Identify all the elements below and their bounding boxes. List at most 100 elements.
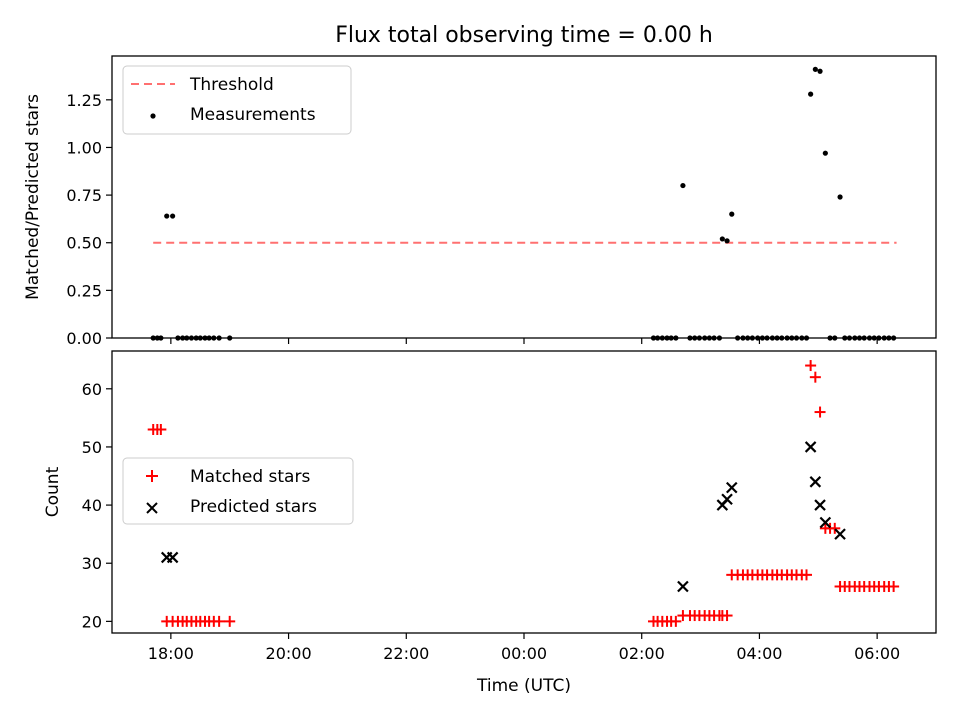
measurement-point <box>175 335 181 341</box>
measurement-point <box>764 335 770 341</box>
x-tick-label: 02:00 <box>619 644 665 663</box>
measurement-point <box>871 335 877 341</box>
measurement-point <box>680 182 686 189</box>
measurement-point <box>193 335 199 341</box>
measurement-point <box>817 68 823 74</box>
top-legend: Threshold Measurements <box>122 65 352 135</box>
legend-predicted-swatch <box>146 502 158 514</box>
x-tick-label: 22:00 <box>383 644 429 663</box>
predicted-star-point <box>721 493 733 506</box>
measurement-point <box>852 335 858 341</box>
matched-star-point <box>801 569 813 581</box>
measurement-point <box>749 335 755 341</box>
y-tick-label: 0.00 <box>66 329 102 348</box>
measurement-point <box>832 335 838 341</box>
measurement-point <box>650 335 657 341</box>
measurement-point <box>886 335 892 341</box>
x-tick-label: 20:00 <box>266 644 312 663</box>
measurement-point <box>759 335 765 341</box>
measurement-point <box>180 335 186 341</box>
measurement-point <box>716 335 723 341</box>
measurement-point <box>696 335 702 341</box>
measurement-point <box>170 213 176 219</box>
top-panel: 0.00 0.25 0.50 0.75 1.00 1.25 Matched/Predict… <box>23 55 937 348</box>
measurement-point <box>724 238 730 244</box>
measurement-point <box>822 150 828 156</box>
measurement-point <box>659 335 665 341</box>
measurement-point <box>891 335 897 341</box>
top-plot-marks <box>150 66 897 341</box>
predicted-star-point <box>677 580 689 593</box>
legend-threshold-label: Threshold <box>189 75 274 95</box>
measurement-point <box>202 335 208 341</box>
measurement-point <box>184 335 190 341</box>
top-legend-frame <box>122 65 352 135</box>
x-tick-label: 18:00 <box>148 644 194 663</box>
legend-predicted-label: Predicted stars <box>190 497 317 517</box>
measurement-point <box>711 335 717 341</box>
measurement-point <box>774 335 780 341</box>
bottom-y-axis-label: Count <box>43 466 63 517</box>
predicted-star-point <box>814 499 826 511</box>
measurement-point <box>211 335 217 341</box>
measurement-point <box>745 335 751 341</box>
predicted-star-point <box>166 551 179 564</box>
measurement-point <box>812 66 818 72</box>
measurement-point <box>769 335 775 341</box>
matched-star-point <box>721 610 733 622</box>
matched-star-point <box>224 615 236 627</box>
measurement-point <box>706 335 713 341</box>
measurement-point <box>740 335 746 341</box>
y-tick-label: 50 <box>82 438 102 457</box>
measurement-point <box>789 335 795 341</box>
top-y-axis: 0.00 0.25 0.50 0.75 1.00 1.25 <box>66 91 112 348</box>
predicted-star-point <box>819 516 832 529</box>
measurement-point <box>158 335 164 341</box>
measurement-point <box>227 335 233 341</box>
legend-measurements-label: Measurements <box>190 105 316 125</box>
measurement-point <box>216 335 222 341</box>
bottom-legend: Matched stars Predicted stars <box>122 457 354 525</box>
measurement-point <box>668 335 674 341</box>
x-tick-label: 04:00 <box>736 644 782 663</box>
y-tick-label: 20 <box>82 612 102 631</box>
y-tick-label: 0.25 <box>66 281 102 300</box>
measurement-point <box>673 335 679 341</box>
x-tick-label: 06:00 <box>854 644 900 663</box>
measurement-point <box>842 335 848 341</box>
matched-star-point <box>809 371 821 383</box>
measurement-point <box>702 335 708 341</box>
measurement-point <box>719 236 725 242</box>
predicted-star-point <box>804 441 817 453</box>
legend-measurements-swatch <box>150 113 156 119</box>
measurement-point <box>866 335 873 341</box>
y-tick-label: 0.75 <box>66 186 102 205</box>
bottom-x-axis: 18:00 20:00 22:00 00:00 02:00 04:00 06:00 <box>148 633 900 663</box>
measurement-point <box>735 335 741 341</box>
measurement-point <box>755 335 761 341</box>
measurement-point <box>692 335 698 341</box>
x-axis-label: Time (UTC) <box>476 676 571 696</box>
y-tick-label: 1.00 <box>66 138 102 157</box>
measurement-point <box>784 335 790 341</box>
matched-star-point <box>213 615 225 627</box>
predicted-star-point <box>834 528 846 540</box>
measurement-point <box>856 335 863 341</box>
measurement-point <box>861 335 867 341</box>
matched-star-point <box>829 522 841 534</box>
y-tick-label: 40 <box>82 496 102 515</box>
measurement-point <box>197 335 203 341</box>
predicted-star-point <box>809 476 822 488</box>
measurement-point <box>655 335 661 341</box>
measurement-point <box>206 335 212 341</box>
bottom-plot-marks <box>147 360 900 627</box>
y-tick-label: 30 <box>82 554 102 573</box>
matched-star-point <box>888 580 900 592</box>
bottom-y-axis: 20 30 40 50 60 <box>82 380 112 631</box>
measurement-point <box>687 335 693 341</box>
measurement-point <box>779 335 785 341</box>
measurement-point <box>164 213 170 219</box>
matched-star-point <box>670 615 682 627</box>
measurement-point <box>803 335 810 341</box>
